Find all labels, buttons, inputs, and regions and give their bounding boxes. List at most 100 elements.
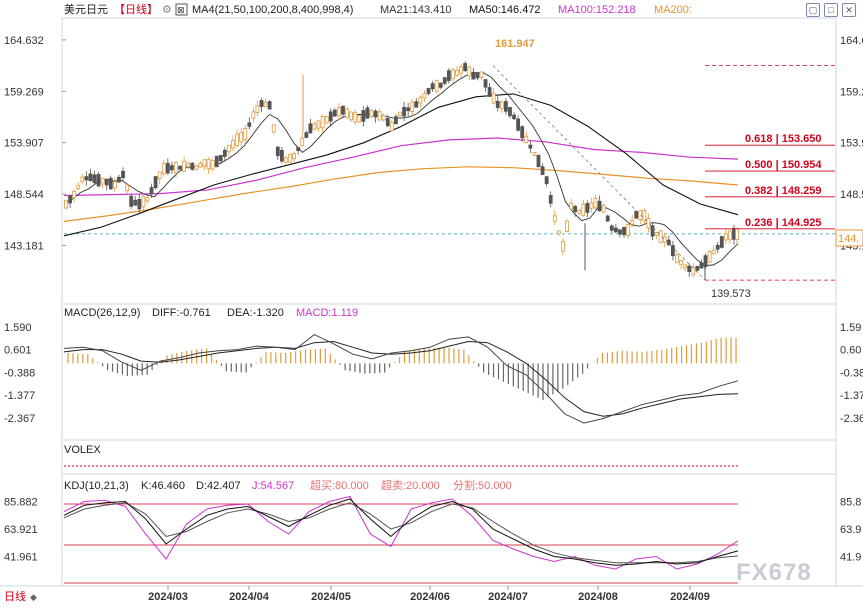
candle-body (125, 184, 129, 192)
candle-body (520, 126, 525, 139)
candle-body (471, 71, 476, 80)
candle-body (463, 63, 468, 72)
candle-body (679, 260, 683, 266)
ma200-line (63, 166, 739, 222)
indicator-toggle-icon[interactable] (175, 3, 188, 16)
candle-body (487, 87, 492, 97)
candle-body (398, 111, 402, 117)
candle-body (626, 224, 630, 236)
candle-body (292, 153, 296, 160)
candle-body (80, 176, 85, 182)
price-tick-label: 148.544 (4, 189, 44, 201)
candle-body (288, 153, 292, 163)
candle-body (434, 79, 439, 92)
macd-dea-line (63, 340, 739, 417)
kdj-oversold: 超卖:20.000 (381, 478, 440, 492)
candle-body (687, 265, 692, 273)
candle-body (442, 77, 447, 84)
price-tick-label-right: 159.2 (840, 86, 863, 98)
candle-body (165, 162, 170, 174)
candle-body (121, 170, 125, 179)
kdj-tick-label: 41.961 (4, 552, 38, 564)
candle-body (141, 196, 146, 208)
low-annotation: 139.573 (711, 288, 751, 300)
candle-body (68, 195, 72, 204)
candle-body (573, 206, 578, 212)
current-price-label: 144. (838, 233, 859, 245)
candle-body (259, 100, 264, 107)
candle-body (528, 144, 533, 149)
candle-body (182, 160, 187, 172)
candle-body (455, 69, 459, 76)
candle-body (548, 195, 553, 204)
candle-body (72, 190, 77, 199)
candle-body (88, 173, 93, 182)
candle-body (337, 107, 341, 117)
candle-body (149, 187, 154, 195)
kdj-series (63, 495, 739, 570)
candle-body (361, 110, 366, 122)
candle-body (618, 229, 622, 235)
price-tick-label: 159.269 (4, 86, 44, 98)
period-selector[interactable]: 日线 (4, 589, 26, 603)
ma50-line (63, 93, 739, 237)
macd-dea: DEA:-1.320 (227, 307, 284, 319)
kdj-d-line (63, 502, 739, 564)
macd-value: MACD:1.119 (296, 307, 358, 319)
restore-icon[interactable]: ▢ (806, 3, 820, 17)
candle-body (145, 197, 150, 202)
close-icon[interactable]: ✕ (842, 3, 856, 17)
settings-icon[interactable]: ⚙ (162, 4, 172, 16)
period-dropdown-icon[interactable]: ◆ (30, 592, 37, 602)
candle-body (707, 251, 712, 263)
candle-body (365, 107, 370, 119)
candle-body (585, 203, 590, 213)
candle-body (214, 155, 219, 168)
candle-body (613, 227, 618, 233)
macd-diff: DIFF:-0.761 (152, 307, 211, 319)
maximize-icon[interactable]: □ (824, 3, 838, 17)
candle-body (650, 225, 655, 237)
candle-body (373, 110, 378, 118)
candle-body (332, 109, 337, 117)
candle-body (263, 101, 268, 107)
candle-body (642, 210, 647, 222)
candle-body (328, 111, 333, 122)
candle-body (728, 230, 732, 241)
candle-body (569, 202, 573, 210)
macd-tick-label-right: 0.60 (840, 345, 861, 357)
fib-anchor-line (492, 65, 706, 281)
price-tick-label: 164.632 (4, 35, 44, 47)
candle-body (451, 69, 455, 79)
candle-body (206, 158, 211, 169)
candle-body (161, 163, 166, 175)
candle-body (112, 181, 117, 189)
candle-body (675, 254, 679, 263)
candle-body (577, 209, 582, 214)
candle-body (499, 101, 504, 110)
candle-body (536, 154, 541, 168)
fib-label: 0.382 | 148.259 (745, 185, 821, 197)
price-axis: 164.632 159.269 153.907 148.544 143.181 (4, 35, 836, 253)
candle-body (284, 157, 288, 163)
candle-body (389, 121, 394, 132)
fib-label: 0.500 | 150.954 (745, 159, 822, 171)
candle-body (222, 149, 227, 157)
candle-body (267, 101, 272, 110)
candle-body (279, 149, 284, 162)
candle-body (369, 110, 374, 117)
candle-body (247, 122, 252, 127)
macd-tick-label: -2.367 (4, 413, 35, 425)
macd-tick-label-right: -1.37 (840, 390, 863, 402)
candle-body (406, 107, 411, 112)
fib-label: 0.618 | 153.650 (745, 133, 821, 145)
candle-body (410, 101, 415, 112)
candle-body (475, 72, 480, 79)
candle-body (581, 203, 586, 216)
candle-body (96, 174, 101, 187)
candle-body (275, 146, 280, 157)
macd-tick-label-right: 1.59 (840, 322, 861, 334)
x-axis: 2024/03 2024/04 2024/05 2024/06 2024/07 2024/… (148, 586, 710, 603)
candle-body (524, 135, 529, 143)
